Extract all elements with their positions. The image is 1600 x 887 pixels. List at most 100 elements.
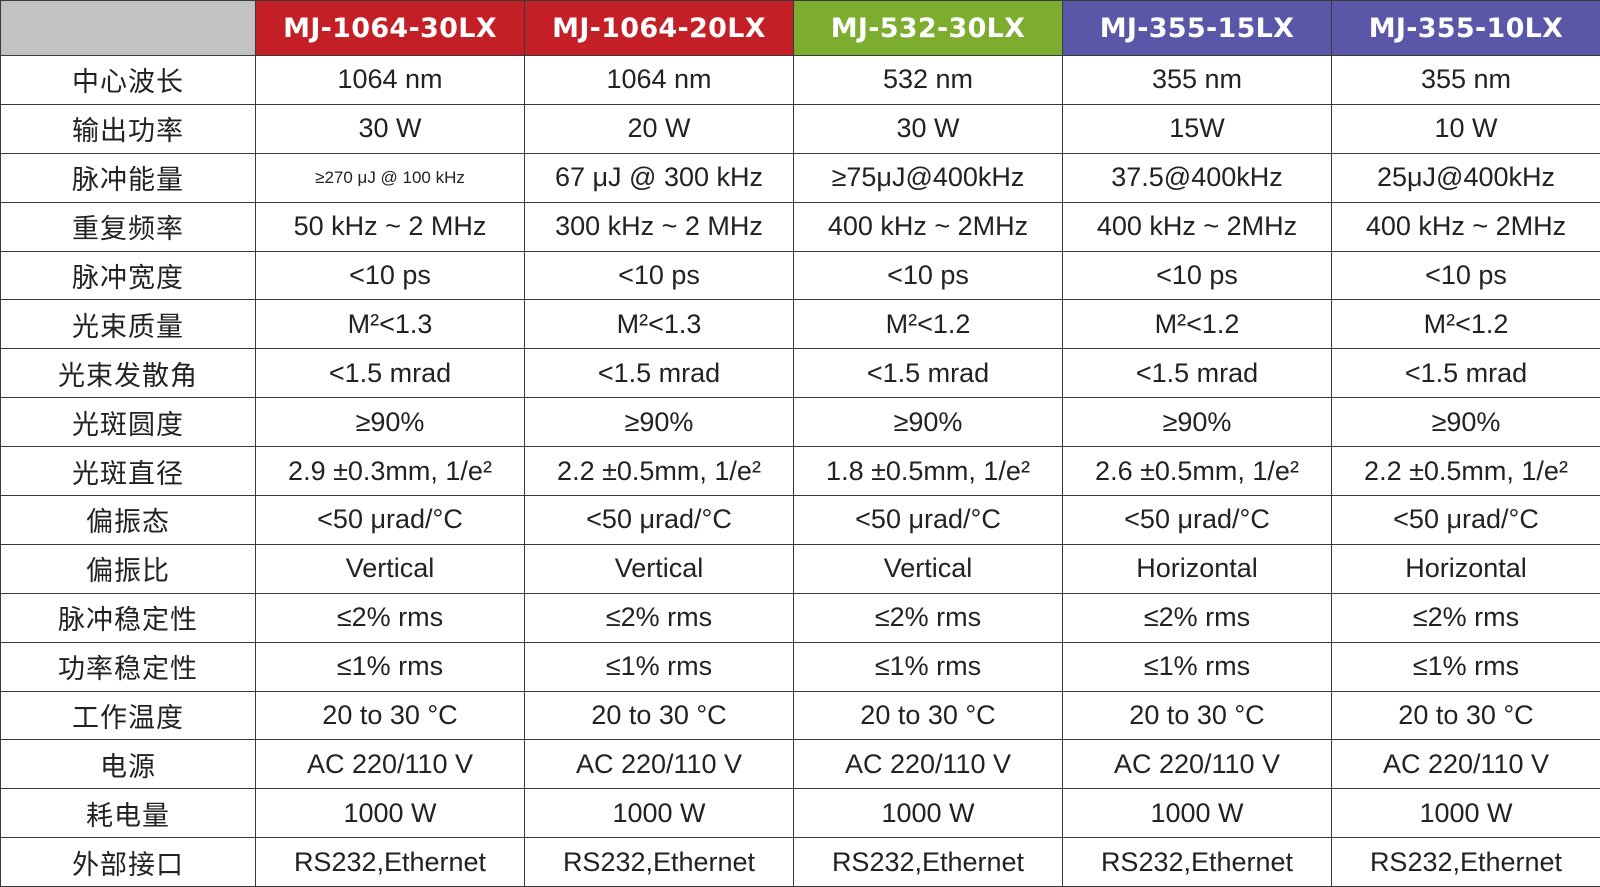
spec-row-label: 输出功率 bbox=[0, 103, 256, 154]
spec-value-cell: 400 kHz ~ 2MHz bbox=[1062, 201, 1332, 252]
spec-row: 耗电量 1000 W 1000 W 1000 W 1000 W 1000 W bbox=[0, 788, 1600, 839]
spec-row-label: 中心波长 bbox=[0, 55, 256, 105]
spec-value-cell: 20 to 30 °C bbox=[1062, 690, 1332, 741]
spec-value-cell: 20 to 30 °C bbox=[793, 690, 1063, 741]
spec-value-cell: Horizontal bbox=[1331, 543, 1600, 594]
spec-row: 重复频率 50 kHz ~ 2 MHz 300 kHz ~ 2 MHz 400 kHz… bbox=[0, 201, 1600, 252]
header-row: MJ-1064-30LX MJ-1064-20LX MJ-532-30LX MJ… bbox=[0, 0, 1600, 56]
spec-row: 光束质量 M²<1.3 M²<1.3 M²<1.2 M²<1.2 M²<1.2 bbox=[0, 299, 1600, 350]
spec-value-cell: RS232,Ethernet bbox=[1331, 837, 1600, 887]
spec-row: 中心波长 1064 nm 1064 nm 532 nm 355 nm 355 nm bbox=[0, 55, 1600, 105]
spec-value-cell: AC 220/110 V bbox=[524, 739, 794, 790]
spec-value-cell: AC 220/110 V bbox=[1331, 739, 1600, 790]
model-header-3: MJ-532-30LX bbox=[793, 0, 1063, 56]
spec-row: 偏振比 Vertical Vertical Vertical Horizontal Hor… bbox=[0, 543, 1600, 594]
spec-value-cell: Horizontal bbox=[1062, 543, 1332, 594]
model-header-5: MJ-355-10LX bbox=[1331, 0, 1600, 56]
spec-value-cell: 20 to 30 °C bbox=[524, 690, 794, 741]
spec-value-cell: 2.2 ±0.5mm, 1/e² bbox=[1331, 446, 1600, 497]
spec-value-cell: 1000 W bbox=[255, 788, 525, 839]
spec-value-cell: 67 μJ @ 300 kHz bbox=[524, 152, 794, 203]
spec-value-cell: 300 kHz ~ 2 MHz bbox=[524, 201, 794, 252]
spec-value-cell: RS232,Ethernet bbox=[1062, 837, 1332, 887]
spec-value-cell: 1000 W bbox=[1062, 788, 1332, 839]
spec-value-cell: ≥90% bbox=[793, 397, 1063, 448]
spec-value-cell: <50 μrad/°C bbox=[524, 495, 794, 545]
spec-value-cell: 400 kHz ~ 2MHz bbox=[1331, 201, 1600, 252]
spec-value-cell: ≥90% bbox=[255, 397, 525, 448]
spec-value-cell: 15W bbox=[1062, 103, 1332, 154]
spec-row-label: 功率稳定性 bbox=[0, 641, 256, 692]
spec-row-label: 偏振态 bbox=[0, 495, 256, 545]
spec-value-cell: <50 μrad/°C bbox=[1331, 495, 1600, 545]
spec-value-cell: M²<1.3 bbox=[255, 299, 525, 350]
spec-value-cell: <10 ps bbox=[255, 250, 525, 301]
spec-row: 脉冲宽度 <10 ps <10 ps <10 ps <10 ps <10 ps bbox=[0, 250, 1600, 301]
spec-value-cell: 25μJ@400kHz bbox=[1331, 152, 1600, 203]
spec-value-cell: 30 W bbox=[255, 103, 525, 154]
spec-value-cell: 1000 W bbox=[1331, 788, 1600, 839]
spec-value-cell: M²<1.2 bbox=[1331, 299, 1600, 350]
spec-row: 功率稳定性 ≤1% rms ≤1% rms ≤1% rms ≤1% rms ≤1% rms bbox=[0, 641, 1600, 692]
spec-value-cell: 355 nm bbox=[1331, 55, 1600, 105]
spec-value-cell: RS232,Ethernet bbox=[793, 837, 1063, 887]
model-header-4: MJ-355-15LX bbox=[1062, 0, 1332, 56]
spec-row-label: 光束发散角 bbox=[0, 348, 256, 399]
spec-value-cell: 20 W bbox=[524, 103, 794, 154]
spec-value-cell: 1.8 ±0.5mm, 1/e² bbox=[793, 446, 1063, 497]
spec-row: 光斑圆度 ≥90% ≥90% ≥90% ≥90% ≥90% bbox=[0, 397, 1600, 448]
spec-value-cell: M²<1.3 bbox=[524, 299, 794, 350]
spec-row-label: 电源 bbox=[0, 739, 256, 790]
spec-value-cell: 2.6 ±0.5mm, 1/e² bbox=[1062, 446, 1332, 497]
spec-value-cell: ≤1% rms bbox=[793, 641, 1063, 692]
spec-row-label: 脉冲能量 bbox=[0, 152, 256, 203]
spec-value-cell: 355 nm bbox=[1062, 55, 1332, 105]
spec-value-cell: <50 μrad/°C bbox=[1062, 495, 1332, 545]
spec-value-cell: ≥270 μJ @ 100 kHz bbox=[255, 152, 525, 203]
model-header-1: MJ-1064-30LX bbox=[255, 0, 525, 56]
spec-value-cell: AC 220/110 V bbox=[793, 739, 1063, 790]
spec-row: 光束发散角 <1.5 mrad <1.5 mrad <1.5 mrad <1.5 mra… bbox=[0, 348, 1600, 399]
spec-row: 电源 AC 220/110 V AC 220/110 V AC 220/110 V AC… bbox=[0, 739, 1600, 790]
spec-row-label: 脉冲稳定性 bbox=[0, 592, 256, 643]
spec-row: 外部接口 RS232,Ethernet RS232,Ethernet RS232,Et… bbox=[0, 837, 1600, 887]
spec-row-label: 脉冲宽度 bbox=[0, 250, 256, 301]
spec-value-cell: ≤2% rms bbox=[1062, 592, 1332, 643]
spec-value-cell: ≤1% rms bbox=[524, 641, 794, 692]
spec-value-cell: 50 kHz ~ 2 MHz bbox=[255, 201, 525, 252]
spec-row: 工作温度 20 to 30 °C 20 to 30 °C 20 to 30 °C 20 … bbox=[0, 690, 1600, 741]
spec-value-cell: 37.5@400kHz bbox=[1062, 152, 1332, 203]
model-header-2: MJ-1064-20LX bbox=[524, 0, 794, 56]
spec-value-cell: 2.2 ±0.5mm, 1/e² bbox=[524, 446, 794, 497]
spec-value-cell: <10 ps bbox=[793, 250, 1063, 301]
spec-value-cell: 1064 nm bbox=[255, 55, 525, 105]
spec-value-cell: ≤2% rms bbox=[524, 592, 794, 643]
spec-value-cell: ≥90% bbox=[1062, 397, 1332, 448]
spec-value-cell: ≤1% rms bbox=[1062, 641, 1332, 692]
spec-value-cell: 10 W bbox=[1331, 103, 1600, 154]
spec-value-cell: Vertical bbox=[524, 543, 794, 594]
spec-row: 脉冲能量 ≥270 μJ @ 100 kHz 67 μJ @ 300 kHz ≥75μ… bbox=[0, 152, 1600, 203]
spec-row: 光斑直径 2.9 ±0.3mm, 1/e² 2.2 ±0.5mm, 1/e² 1.8 … bbox=[0, 446, 1600, 497]
spec-value-cell: 20 to 30 °C bbox=[1331, 690, 1600, 741]
spec-value-cell: Vertical bbox=[793, 543, 1063, 594]
spec-value-cell: 20 to 30 °C bbox=[255, 690, 525, 741]
spec-value-cell: M²<1.2 bbox=[1062, 299, 1332, 350]
spec-value-cell: <1.5 mrad bbox=[524, 348, 794, 399]
spec-value-cell: Vertical bbox=[255, 543, 525, 594]
spec-value-cell: 1000 W bbox=[793, 788, 1063, 839]
spec-row-label: 光斑圆度 bbox=[0, 397, 256, 448]
spec-value-cell: RS232,Ethernet bbox=[255, 837, 525, 887]
spec-value-cell: 30 W bbox=[793, 103, 1063, 154]
spec-row: 脉冲稳定性 ≤2% rms ≤2% rms ≤2% rms ≤2% rms ≤2% rms bbox=[0, 592, 1600, 643]
spec-value-cell: 1064 nm bbox=[524, 55, 794, 105]
spec-row: 输出功率 30 W 20 W 30 W 15W 10 W bbox=[0, 103, 1600, 154]
spec-value-cell: AC 220/110 V bbox=[255, 739, 525, 790]
spec-value-cell: <10 ps bbox=[1331, 250, 1600, 301]
spec-value-cell: AC 220/110 V bbox=[1062, 739, 1332, 790]
spec-value-cell: ≤2% rms bbox=[1331, 592, 1600, 643]
header-corner-cell bbox=[0, 0, 256, 56]
spec-value-cell: ≤1% rms bbox=[1331, 641, 1600, 692]
spec-value-cell: <1.5 mrad bbox=[1062, 348, 1332, 399]
